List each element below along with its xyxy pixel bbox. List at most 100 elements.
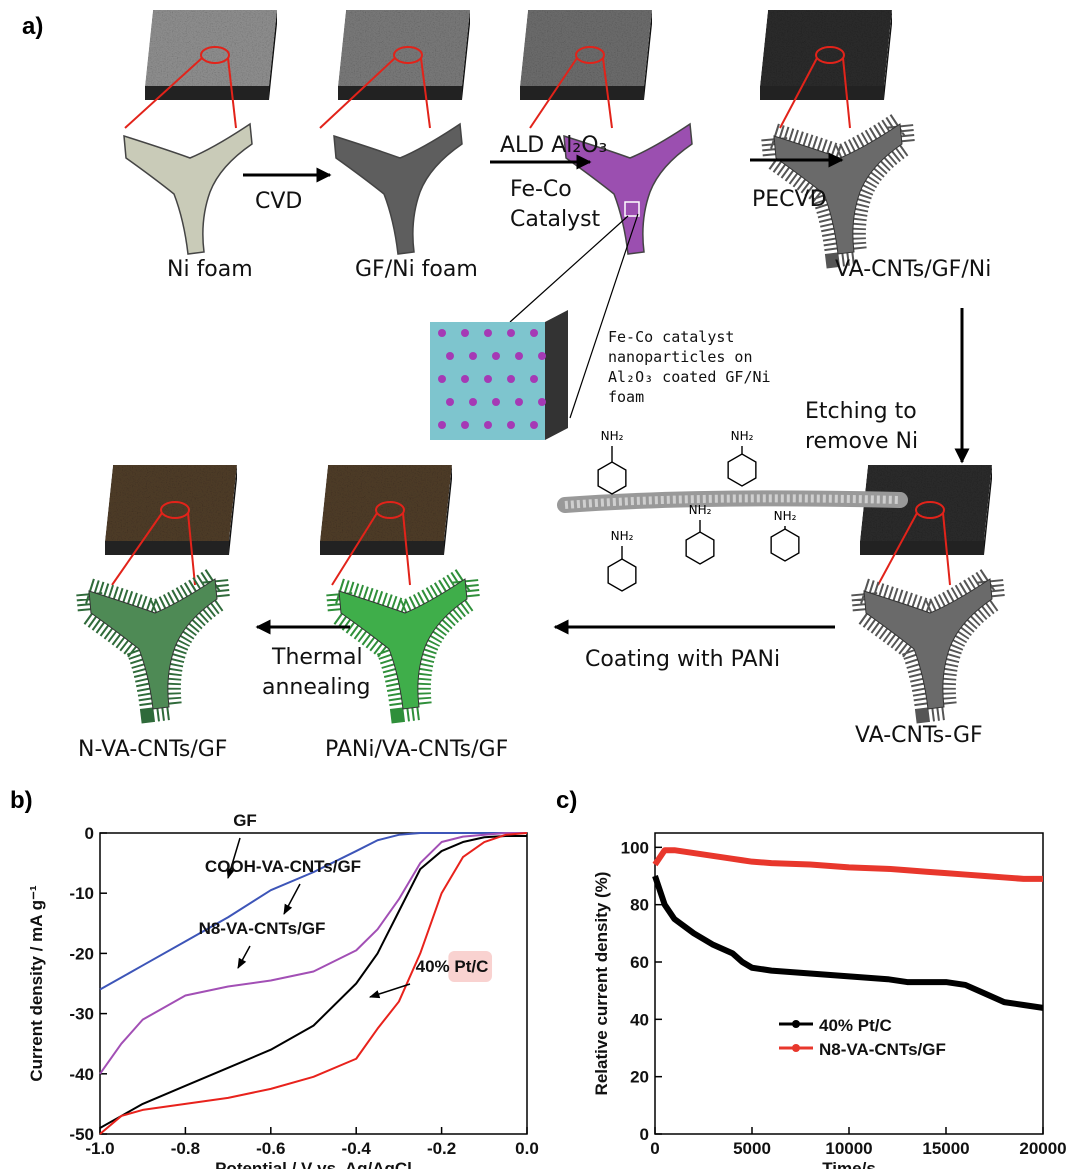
x-tick-label: -0.8: [171, 1139, 200, 1158]
legend-marker: [792, 1044, 800, 1052]
cnt-tripod: [864, 579, 992, 709]
catalyst-dot: [538, 352, 546, 360]
x-tick-label: -0.2: [427, 1139, 456, 1158]
y-tick-label: -10: [69, 884, 94, 903]
series-label: GF: [233, 811, 257, 830]
y-tick-label: -50: [69, 1125, 94, 1144]
plot-frame: [100, 833, 527, 1134]
step-label: Coating with PANi: [585, 647, 780, 672]
schematic: NH₂ NH₂ NH₂ NH₂ NH₂ a) Ni foam GF/Ni foam VA…: [22, 10, 992, 762]
catalyst-dot: [492, 352, 500, 360]
tripod: [124, 124, 252, 254]
catalyst-dot: [484, 329, 492, 337]
y-axis-label: Current density / mA g⁻¹: [27, 885, 46, 1082]
catalyst-dot: [484, 375, 492, 383]
arrows: [243, 160, 962, 627]
x-tick-label: -0.4: [342, 1139, 372, 1158]
catalyst-dot: [530, 375, 538, 383]
catalyst-dot: [446, 352, 454, 360]
catalyst-dot: [469, 352, 477, 360]
benzene-ring: [728, 454, 756, 486]
catalyst-dot: [507, 421, 515, 429]
y-tick-label: 0: [85, 824, 94, 843]
node-label: PANi/VA-CNTs/GF: [325, 737, 508, 762]
x-tick-label: 10000: [825, 1139, 872, 1158]
y-tick-label: 80: [630, 896, 649, 915]
node-label: GF/Ni foam: [355, 257, 478, 282]
series-label: 40% Pt/C: [416, 957, 489, 976]
catalyst-dot: [446, 398, 454, 406]
foam-block: [338, 10, 470, 100]
catalyst-dot: [507, 375, 515, 383]
y-tick-label: 0: [640, 1125, 649, 1144]
catalyst-dot: [507, 329, 515, 337]
step-label: annealing: [262, 675, 371, 700]
catalyst-dot: [492, 398, 500, 406]
y-tick-label: -40: [69, 1065, 94, 1084]
line-series: [100, 833, 527, 1134]
y-tick-label: 40: [630, 1010, 649, 1029]
panel-label: a): [22, 13, 43, 40]
foam-block: [520, 10, 652, 100]
x-tick-label: 0: [650, 1139, 659, 1158]
foam-block: [320, 465, 452, 555]
catalyst-dot: [484, 421, 492, 429]
series-label: N8-VA-CNTs/GF: [199, 919, 326, 938]
catalyst-inset: [430, 310, 568, 440]
catalyst-dot: [461, 329, 469, 337]
cnt-tripod: [89, 579, 217, 709]
x-tick-label: -0.6: [256, 1139, 285, 1158]
step-label: Catalyst: [510, 207, 601, 232]
amine-label: NH₂: [731, 429, 754, 443]
catalyst-dot: [438, 421, 446, 429]
tripod: [334, 124, 462, 254]
step-label: CVD: [255, 189, 302, 214]
catalyst-dot: [515, 352, 523, 360]
node-label: VA-CNTs-GF: [855, 723, 983, 748]
catalyst-dot: [461, 421, 469, 429]
foam-block: [860, 465, 992, 555]
inset-caption: Fe-Co catalyst: [608, 328, 734, 346]
amine-label: NH₂: [611, 529, 634, 543]
step-label: PECVD: [752, 187, 827, 212]
annotation-arrow: [284, 884, 300, 914]
node-label: VA-CNTs/GF/Ni: [835, 257, 991, 282]
x-tick-label: 5000: [733, 1139, 771, 1158]
y-tick-label: -20: [69, 944, 94, 963]
step-label: remove Ni: [805, 429, 918, 454]
legend-label: 40% Pt/C: [819, 1016, 892, 1035]
benzene-ring: [608, 559, 636, 591]
catalyst-dot: [438, 329, 446, 337]
figure: NH₂ NH₂ NH₂ NH₂ NH₂ a) Ni foam GF/Ni foam VA…: [0, 0, 1074, 1169]
amine-label: NH₂: [601, 429, 624, 443]
line-series: [655, 850, 1043, 879]
catalyst-dot: [469, 398, 477, 406]
benzene-ring: [686, 532, 714, 564]
catalyst-dot: [515, 398, 523, 406]
legend-marker: [792, 1020, 800, 1028]
foam-block: [145, 10, 277, 100]
node-label: Ni foam: [167, 257, 253, 282]
inset-caption: foam: [608, 388, 644, 406]
series-label: COOH-VA-CNTs/GF: [205, 857, 361, 876]
catalyst-dot: [530, 421, 538, 429]
y-tick-label: 100: [621, 838, 649, 857]
step-label: Fe-Co: [510, 177, 572, 202]
foam-block: [760, 10, 892, 100]
x-tick-label: 0.0: [515, 1139, 539, 1158]
amine-label: NH₂: [774, 509, 797, 523]
catalyst-dot: [530, 329, 538, 337]
x-axis-label: Time/s: [822, 1159, 876, 1169]
node-label: N-VA-CNTs/GF: [78, 737, 227, 762]
panel-label: b): [10, 787, 33, 814]
x-axis-label: Potential / V vs. Ag/AgCl: [215, 1159, 412, 1169]
y-tick-label: 60: [630, 953, 649, 972]
line-series: [655, 876, 1043, 1008]
amine-label: NH₂: [689, 503, 712, 517]
benzene-ring: [771, 529, 799, 561]
benzene-ring: [598, 462, 626, 494]
foam-block: [105, 465, 237, 555]
catalyst-dot: [538, 398, 546, 406]
catalyst-dot: [461, 375, 469, 383]
x-tick-label: 15000: [922, 1139, 969, 1158]
